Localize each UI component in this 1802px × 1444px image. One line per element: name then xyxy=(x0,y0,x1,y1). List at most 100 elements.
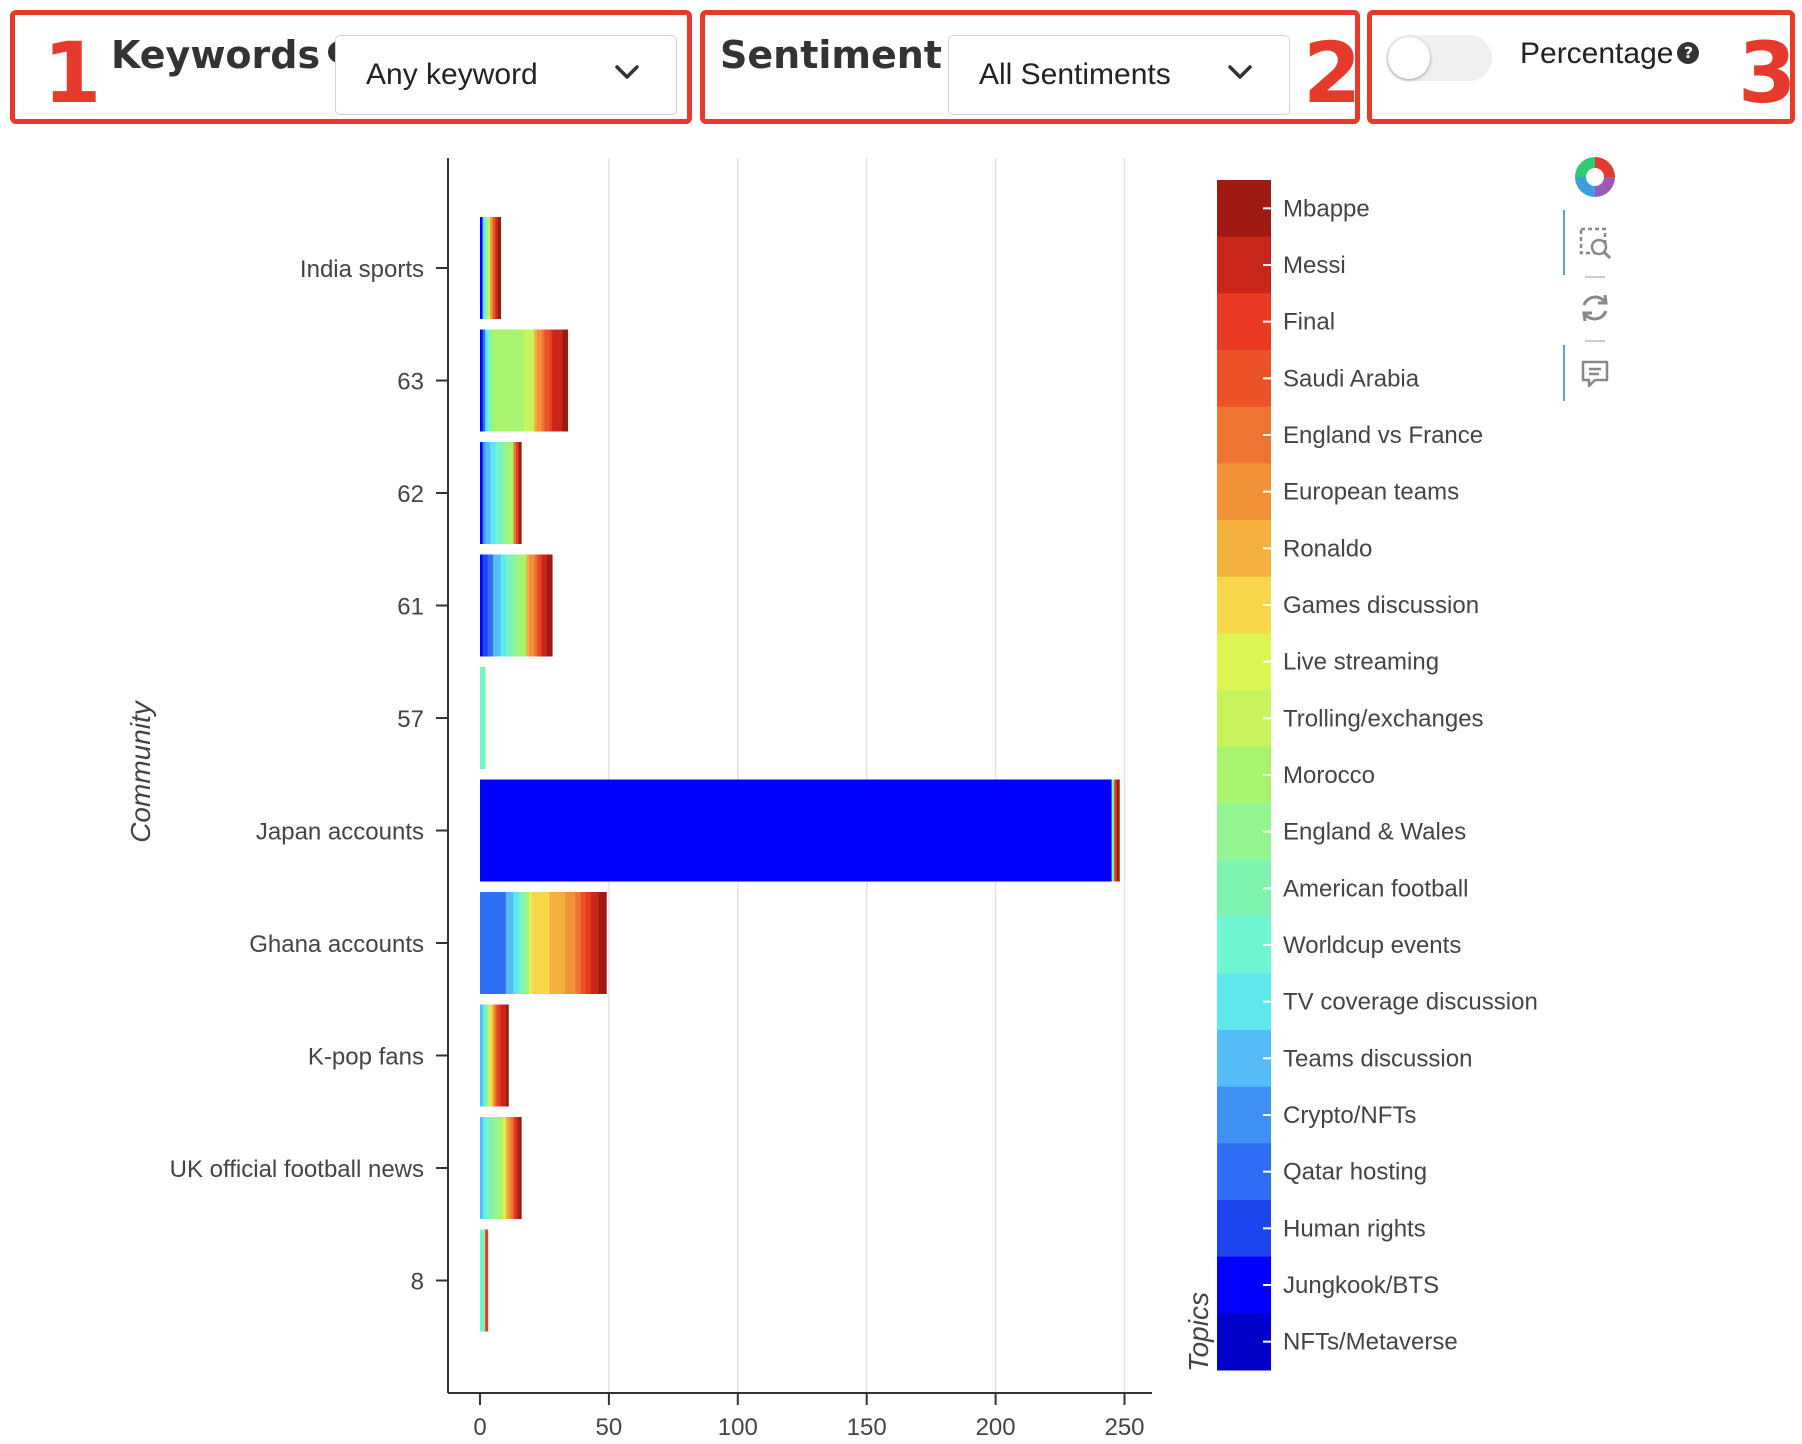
bar-segment[interactable] xyxy=(500,442,504,544)
bar-segment[interactable] xyxy=(518,554,527,657)
bar-segment[interactable] xyxy=(482,667,486,769)
bar-segment[interactable] xyxy=(492,329,525,432)
bar-segment[interactable] xyxy=(513,892,520,994)
bar-segment[interactable] xyxy=(549,329,553,432)
bar-segment[interactable] xyxy=(500,1004,507,1107)
bar-segment[interactable] xyxy=(480,1117,483,1219)
bar-segment[interactable] xyxy=(485,329,489,432)
bar-segment[interactable] xyxy=(523,329,535,432)
bar-segment[interactable] xyxy=(508,442,514,544)
bar-segment[interactable] xyxy=(482,217,486,319)
bar-segment[interactable] xyxy=(536,554,540,657)
bar-segment[interactable] xyxy=(526,554,530,657)
bar-segment[interactable] xyxy=(528,892,532,994)
bar-segment[interactable] xyxy=(505,554,509,657)
bar-segment[interactable] xyxy=(513,1117,517,1219)
bar-segment[interactable] xyxy=(487,217,491,319)
bar-segment[interactable] xyxy=(500,554,507,657)
bar-segment[interactable] xyxy=(498,1117,504,1219)
bar-segment[interactable] xyxy=(482,554,489,657)
bar-segment[interactable] xyxy=(1116,779,1120,882)
bar-segment[interactable] xyxy=(518,1117,522,1219)
bar-segment[interactable] xyxy=(510,1117,514,1219)
bar-segment[interactable] xyxy=(482,329,486,432)
bar-segment[interactable] xyxy=(565,892,576,994)
bar-segment[interactable] xyxy=(516,1117,520,1219)
bar-segment[interactable] xyxy=(480,1004,483,1107)
bar-segment[interactable] xyxy=(505,1117,509,1219)
bar-segment[interactable] xyxy=(495,1004,499,1107)
bar-segment[interactable] xyxy=(480,1229,483,1332)
bar-segment[interactable] xyxy=(534,329,538,432)
bar-segment[interactable] xyxy=(480,329,483,432)
keywords-dropdown[interactable]: Any keyword xyxy=(335,35,677,115)
bar-segment[interactable] xyxy=(544,329,551,432)
bar-segment[interactable] xyxy=(580,892,587,994)
bar-segment[interactable] xyxy=(480,892,507,994)
bar-segment[interactable] xyxy=(480,667,483,769)
bar-segment[interactable] xyxy=(492,1117,499,1219)
bar-segment[interactable] xyxy=(585,892,592,994)
bar-segment[interactable] xyxy=(552,329,563,432)
bar-segment[interactable] xyxy=(480,779,1113,882)
bar-segment[interactable] xyxy=(598,892,607,994)
bar-segment[interactable] xyxy=(562,329,569,432)
bar-segment[interactable] xyxy=(516,442,520,544)
bar-segment[interactable] xyxy=(547,554,553,657)
bar-segment[interactable] xyxy=(482,442,486,544)
bar-segment[interactable] xyxy=(492,1004,496,1107)
sentiment-dropdown[interactable]: All Sentiments xyxy=(948,35,1290,115)
bar-segment[interactable] xyxy=(541,329,545,432)
bar-segment[interactable] xyxy=(508,554,514,657)
bar-segment[interactable] xyxy=(487,1004,491,1107)
bar-segment[interactable] xyxy=(492,554,502,657)
bar-segment[interactable] xyxy=(490,329,494,432)
reset-icon[interactable] xyxy=(1582,294,1608,322)
logo-icon[interactable] xyxy=(1575,157,1615,197)
bar-segment[interactable] xyxy=(498,217,502,319)
bar-segment[interactable] xyxy=(490,217,494,319)
bar-segment[interactable] xyxy=(495,442,502,544)
bar-segment[interactable] xyxy=(485,442,491,544)
percentage-toggle[interactable] xyxy=(1386,35,1492,81)
bar-segment[interactable] xyxy=(513,442,517,544)
bar-segment[interactable] xyxy=(482,1004,486,1107)
bar-segment[interactable] xyxy=(485,1004,489,1107)
bar-segment[interactable] xyxy=(498,1004,502,1107)
bar-segment[interactable] xyxy=(492,217,496,319)
percentage-help-icon[interactable]: ? xyxy=(1677,42,1700,65)
bar-segment[interactable] xyxy=(485,217,489,319)
bar-segment[interactable] xyxy=(480,217,483,319)
bar-segment[interactable] xyxy=(487,329,491,432)
bar-segment[interactable] xyxy=(536,329,543,432)
comment-icon[interactable] xyxy=(1581,360,1609,388)
bar-segment[interactable] xyxy=(523,892,530,994)
bar-segment[interactable] xyxy=(505,1004,509,1107)
bar-segment[interactable] xyxy=(518,442,522,544)
bar-segment[interactable] xyxy=(490,442,496,544)
bar-segment[interactable] xyxy=(539,554,543,657)
bar-segment[interactable] xyxy=(508,1117,512,1219)
bar-segment[interactable] xyxy=(485,1229,489,1332)
bar-segment[interactable] xyxy=(487,1117,494,1219)
bar-segment[interactable] xyxy=(480,442,483,544)
bar-segment[interactable] xyxy=(534,554,538,657)
bar-segment[interactable] xyxy=(490,1004,494,1107)
bar-segment[interactable] xyxy=(487,554,494,657)
bar-segment[interactable] xyxy=(518,892,522,994)
bar-segment[interactable] xyxy=(590,892,599,994)
bar-segment[interactable] xyxy=(482,1117,486,1219)
bar-segment[interactable] xyxy=(531,892,551,994)
bar-segment[interactable] xyxy=(485,1117,489,1219)
zoom-select-icon[interactable] xyxy=(1579,227,1612,260)
bar-segment[interactable] xyxy=(480,554,483,657)
bar-segment[interactable] xyxy=(1111,779,1115,882)
bar-segment[interactable] xyxy=(505,892,514,994)
bar-segment[interactable] xyxy=(482,1229,486,1332)
bar-segment[interactable] xyxy=(575,892,581,994)
bar-segment[interactable] xyxy=(541,554,548,657)
bar-segment[interactable] xyxy=(549,892,566,994)
bar-segment[interactable] xyxy=(528,554,535,657)
bar-segment[interactable] xyxy=(521,892,525,994)
bar-segment[interactable] xyxy=(495,217,499,319)
